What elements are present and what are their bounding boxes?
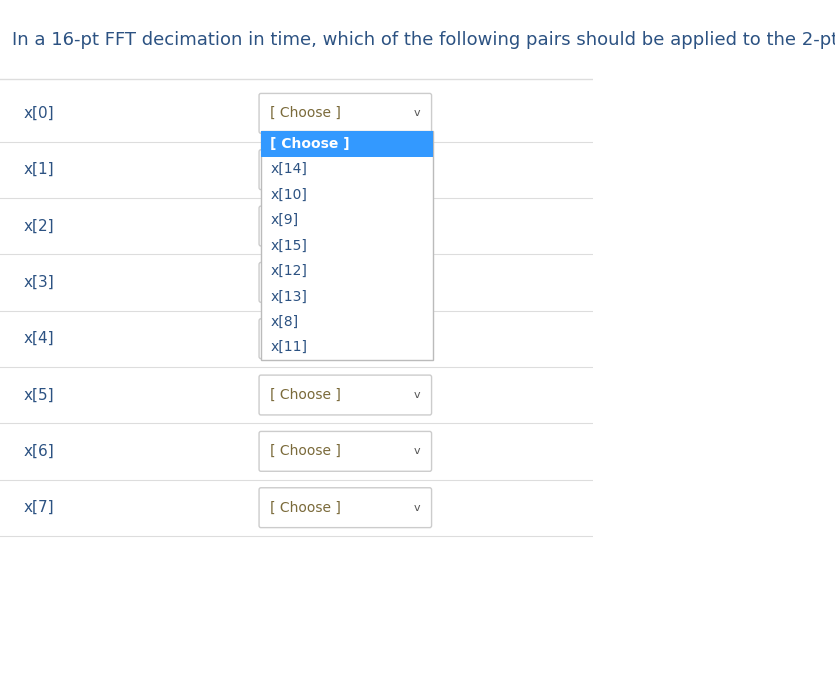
- Text: x[10]: x[10]: [271, 188, 307, 202]
- Text: x[6]: x[6]: [23, 444, 54, 459]
- FancyBboxPatch shape: [259, 319, 432, 359]
- Text: [ Choose ]: [ Choose ]: [271, 163, 342, 177]
- Text: [ Choose ]: [ Choose ]: [271, 137, 350, 151]
- Text: v: v: [413, 165, 420, 174]
- Text: x[2]: x[2]: [23, 218, 54, 234]
- Bar: [261, 131, 433, 360]
- Text: v: v: [413, 221, 420, 231]
- Text: [ Choose ]: [ Choose ]: [271, 444, 342, 458]
- Text: [ Choose ]: [ Choose ]: [271, 219, 342, 233]
- Text: v: v: [413, 334, 420, 344]
- FancyBboxPatch shape: [259, 488, 432, 528]
- FancyBboxPatch shape: [259, 431, 432, 471]
- FancyBboxPatch shape: [259, 375, 432, 415]
- Text: x[14]: x[14]: [271, 162, 307, 177]
- Text: x[12]: x[12]: [271, 264, 307, 278]
- Text: v: v: [413, 503, 420, 513]
- Text: [ Choose ]: [ Choose ]: [271, 501, 342, 515]
- Text: v: v: [413, 278, 420, 287]
- Text: x[1]: x[1]: [23, 162, 54, 177]
- Text: [ Choose ]: [ Choose ]: [271, 106, 342, 120]
- FancyBboxPatch shape: [259, 93, 432, 133]
- Text: x[5]: x[5]: [23, 387, 54, 403]
- Bar: [261, 131, 433, 157]
- Text: x[13]: x[13]: [271, 289, 307, 304]
- Text: x[8]: x[8]: [271, 315, 298, 329]
- Text: x[11]: x[11]: [271, 340, 307, 354]
- FancyBboxPatch shape: [259, 206, 432, 246]
- Text: In a 16-pt FFT decimation in time, which of the following pairs should be applie: In a 16-pt FFT decimation in time, which…: [12, 31, 835, 49]
- Text: x[15]: x[15]: [271, 238, 307, 253]
- Text: x[9]: x[9]: [271, 213, 298, 227]
- Text: x[3]: x[3]: [23, 275, 54, 290]
- Text: x[0]: x[0]: [23, 106, 54, 121]
- Text: [ Choose ]: [ Choose ]: [271, 275, 342, 289]
- Text: v: v: [413, 447, 420, 456]
- FancyBboxPatch shape: [259, 150, 432, 190]
- Text: x[4]: x[4]: [23, 331, 54, 346]
- Text: v: v: [413, 109, 420, 118]
- Text: [ Choose ]: [ Choose ]: [271, 332, 342, 346]
- FancyBboxPatch shape: [259, 262, 432, 302]
- Text: [ Choose ]: [ Choose ]: [271, 388, 342, 402]
- Text: v: v: [413, 390, 420, 400]
- Text: x[7]: x[7]: [23, 500, 54, 515]
